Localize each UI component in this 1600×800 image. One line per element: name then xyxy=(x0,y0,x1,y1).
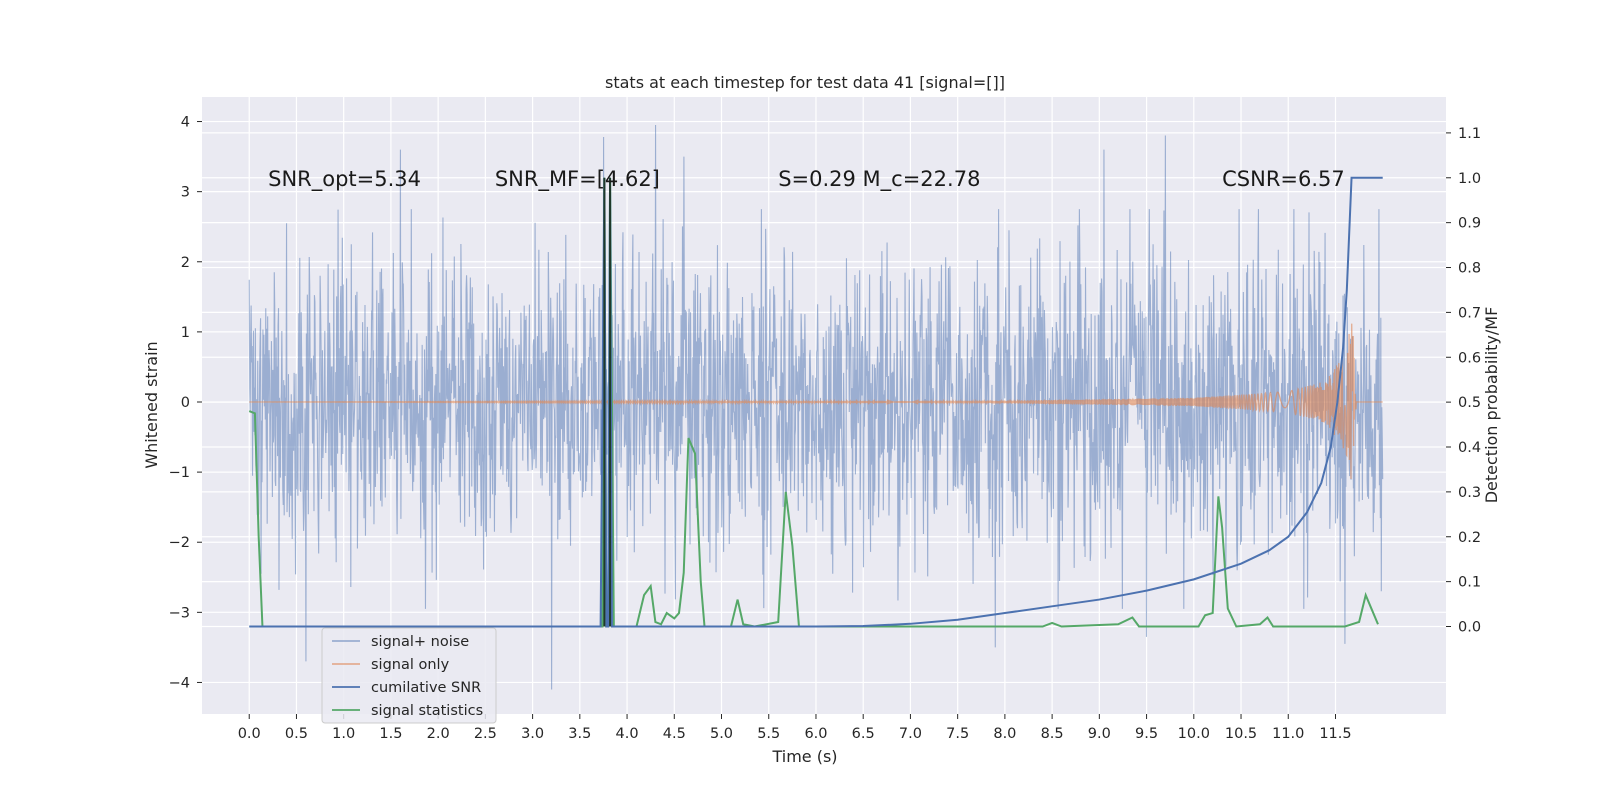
y-tick-label: 4 xyxy=(181,115,190,131)
x-axis-label: Time (s) xyxy=(771,747,837,766)
series-signal-only-line xyxy=(249,323,1383,479)
x-tick-label: 4.0 xyxy=(616,726,639,742)
y-axis-label: Whitened strain xyxy=(142,341,161,468)
x-tick-label: 6.0 xyxy=(804,726,827,742)
y-tick-label: −3 xyxy=(169,605,190,621)
y-tick-label: 1 xyxy=(181,325,190,341)
x-tick-label: 3.5 xyxy=(568,726,591,742)
y-tick-label: 3 xyxy=(181,185,190,201)
annotation-snr-mf: SNR_MF=[4.62] xyxy=(495,167,660,192)
y-tick-label: 0 xyxy=(181,395,190,411)
annotation-s-mc: S=0.29 M_c=22.78 xyxy=(778,167,980,192)
y2-tick-label: 0.6 xyxy=(1458,350,1481,366)
annotation-snr-opt: SNR_opt=5.34 xyxy=(268,167,421,192)
x-tick-label: 7.0 xyxy=(899,726,922,742)
legend-item: signal only xyxy=(332,657,450,673)
legend-item: signal statistics xyxy=(332,703,483,719)
axes-layer: 0.0 0.5 1.0 1.5 2.0 2.5 3.0 3.5 4.0 4.5 5.0 5.5 6.0 6… xyxy=(169,115,1481,742)
x-tick-label: 8.5 xyxy=(1041,726,1064,742)
x-tick-label: 3.0 xyxy=(521,726,544,742)
x-tick-label: 9.5 xyxy=(1135,726,1158,742)
legend-label: signal statistics xyxy=(371,703,483,719)
y-tick-label: 2 xyxy=(181,255,190,271)
x-tick-label: 0.5 xyxy=(285,726,308,742)
y2-tick-label: 1.1 xyxy=(1458,126,1481,142)
x-tick-label: 6.5 xyxy=(852,726,875,742)
y-tick-label: −4 xyxy=(169,675,190,691)
x-tick-label: 4.5 xyxy=(663,726,686,742)
y2-tick-label: 0.0 xyxy=(1458,619,1481,635)
x-tick-label: 2.0 xyxy=(427,726,450,742)
y2-tick-label: 0.3 xyxy=(1458,485,1481,501)
legend-label: signal+ noise xyxy=(371,634,469,650)
annotations: SNR_opt=5.34 SNR_MF=[4.62] S=0.29 M_c=22… xyxy=(268,167,1345,192)
legend-label: signal only xyxy=(371,657,450,673)
x-tick-label: 5.5 xyxy=(757,726,780,742)
series-layer xyxy=(248,125,1384,690)
y-tick-label: −2 xyxy=(169,535,190,551)
x-tick-label: 11.0 xyxy=(1272,726,1304,742)
y-tick-label: −1 xyxy=(169,465,190,481)
y2-tick-label: 0.8 xyxy=(1458,261,1481,277)
x-tick-label: 11.5 xyxy=(1319,726,1351,742)
series-signal-noise-line xyxy=(248,125,1384,690)
legend-item: cumilative SNR xyxy=(332,680,481,696)
legend-box xyxy=(321,627,497,724)
legend-item: signal+ noise xyxy=(332,634,469,650)
annotation-csnr: CSNR=6.57 xyxy=(1222,167,1345,191)
x-tick-label: 1.0 xyxy=(332,726,355,742)
y2-tick-label: 1.0 xyxy=(1458,171,1481,187)
x-tick-label: 10.5 xyxy=(1225,726,1257,742)
x-tick-label: 5.0 xyxy=(710,726,733,742)
legend: signal+ noise signal only cumilative SNR… xyxy=(321,627,497,724)
x-tick-label: 1.5 xyxy=(379,726,402,742)
y2-tick-label: 0.4 xyxy=(1458,440,1481,456)
y2-tick-label: 0.5 xyxy=(1458,395,1481,411)
y2-axis-label: Detection probability/MF xyxy=(1482,307,1501,504)
x-tick-label: 8.0 xyxy=(993,726,1016,742)
x-tick-label: 9.0 xyxy=(1088,726,1111,742)
chart-title: stats at each timestep for test data 41 … xyxy=(605,73,1005,92)
x-tick-label: 10.0 xyxy=(1178,726,1210,742)
y2-tick-label: 0.1 xyxy=(1458,575,1481,591)
y2-tick-label: 0.2 xyxy=(1458,530,1481,546)
x-tick-label: 2.5 xyxy=(474,726,497,742)
y2-tick-label: 0.7 xyxy=(1458,305,1481,321)
legend-label: cumilative SNR xyxy=(371,680,481,696)
x-tick-label: 7.5 xyxy=(946,726,969,742)
x-tick-label: 0.0 xyxy=(238,726,261,742)
y2-tick-label: 0.9 xyxy=(1458,216,1481,232)
